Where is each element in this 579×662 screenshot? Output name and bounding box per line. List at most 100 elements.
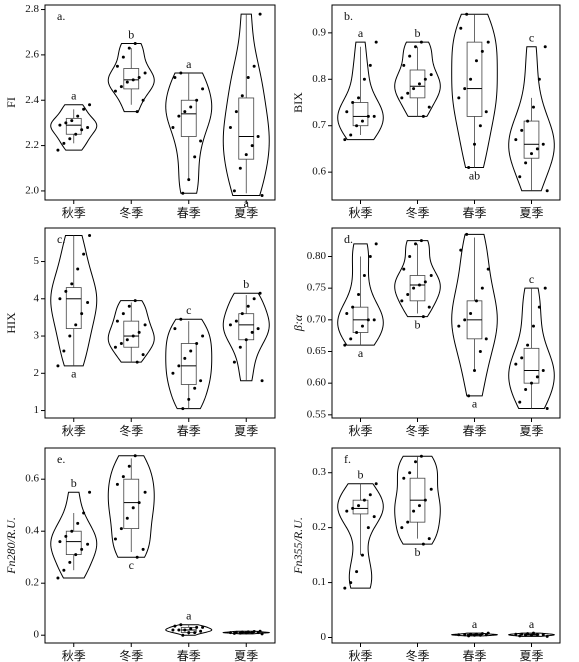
data-point	[121, 55, 125, 59]
data-point	[412, 87, 416, 91]
plot-frame	[331, 447, 561, 644]
x-tick-label: 夏季	[234, 424, 258, 438]
data-point	[518, 634, 522, 638]
data-point	[345, 110, 349, 114]
data-point	[244, 338, 248, 342]
data-point	[524, 633, 528, 637]
significance-letter: c	[529, 31, 534, 45]
x-tick-label: 春季	[177, 206, 201, 220]
data-point	[244, 153, 248, 157]
data-point	[115, 64, 119, 68]
data-point	[400, 526, 404, 530]
data-point	[125, 80, 129, 84]
data-point	[374, 242, 378, 246]
panel-label: a.	[57, 9, 65, 23]
violin	[107, 455, 155, 558]
data-point	[469, 77, 473, 81]
data-point	[252, 297, 256, 301]
data-point	[82, 511, 86, 515]
data-point	[351, 506, 355, 510]
data-point	[355, 570, 359, 574]
data-point	[467, 634, 471, 638]
data-point	[518, 175, 522, 179]
box	[65, 287, 82, 329]
data-point	[423, 77, 427, 81]
data-point	[514, 138, 518, 142]
data-point	[88, 103, 92, 107]
data-point	[429, 274, 433, 277]
data-point	[514, 362, 518, 366]
y-axis-label: FI	[4, 97, 18, 108]
data-point	[518, 400, 522, 404]
data-point	[127, 304, 131, 308]
data-point	[423, 498, 427, 502]
data-point	[484, 633, 488, 637]
data-point	[137, 330, 141, 334]
panel-label: b.	[344, 9, 353, 23]
data-point	[187, 631, 191, 635]
data-point	[260, 379, 264, 383]
significance-letter: a	[244, 196, 250, 210]
data-point	[357, 96, 361, 100]
data-point	[240, 312, 244, 316]
plot-frame	[44, 447, 276, 644]
data-point	[355, 331, 359, 334]
data-point	[74, 553, 78, 557]
data-point	[137, 76, 141, 80]
data-point	[406, 293, 410, 296]
data-point	[520, 356, 524, 360]
data-point	[366, 526, 370, 530]
box	[466, 41, 483, 117]
significance-letter: c	[129, 558, 134, 572]
significance-letter: a	[472, 397, 478, 411]
panel-label: d.	[344, 232, 353, 246]
data-point	[86, 542, 90, 546]
data-point	[463, 87, 467, 91]
data-point	[474, 632, 478, 636]
data-point	[531, 105, 535, 109]
data-point	[535, 147, 539, 151]
y-tick-label: 0.7	[312, 119, 326, 131]
violin	[50, 104, 98, 151]
data-point	[486, 267, 490, 271]
data-point	[80, 128, 84, 132]
data-point	[345, 312, 349, 315]
data-point	[543, 286, 547, 290]
data-point	[183, 356, 187, 360]
data-point	[419, 454, 423, 458]
data-point	[173, 624, 177, 628]
data-point	[368, 493, 372, 497]
x-tick-label: 冬季	[405, 205, 429, 220]
violin	[337, 483, 384, 589]
data-point	[131, 506, 135, 510]
violin	[107, 300, 155, 363]
data-point	[541, 633, 545, 637]
x-tick-label: 冬季	[405, 423, 429, 438]
data-point	[62, 141, 66, 145]
significance-letter: a	[358, 346, 364, 360]
violin	[394, 240, 441, 318]
x-tick-label: 春季	[462, 649, 486, 662]
data-point	[531, 631, 535, 635]
data-point	[173, 76, 177, 80]
y-tick-label: 0	[34, 629, 40, 641]
data-point	[423, 280, 427, 284]
box	[238, 97, 255, 160]
data-point	[258, 291, 262, 295]
violin	[222, 292, 270, 382]
box	[123, 478, 140, 530]
data-point	[417, 283, 421, 287]
data-point	[545, 407, 549, 410]
data-point	[183, 110, 187, 114]
data-point	[414, 45, 418, 49]
significance-letter: b	[71, 476, 77, 490]
data-point	[343, 343, 347, 347]
data-point	[68, 560, 72, 564]
y-tick-label: 0	[321, 631, 327, 643]
data-point	[125, 516, 129, 520]
data-point	[473, 369, 476, 372]
y-tick-label: 2.0	[25, 184, 39, 196]
box	[65, 117, 82, 135]
data-point	[82, 107, 86, 111]
